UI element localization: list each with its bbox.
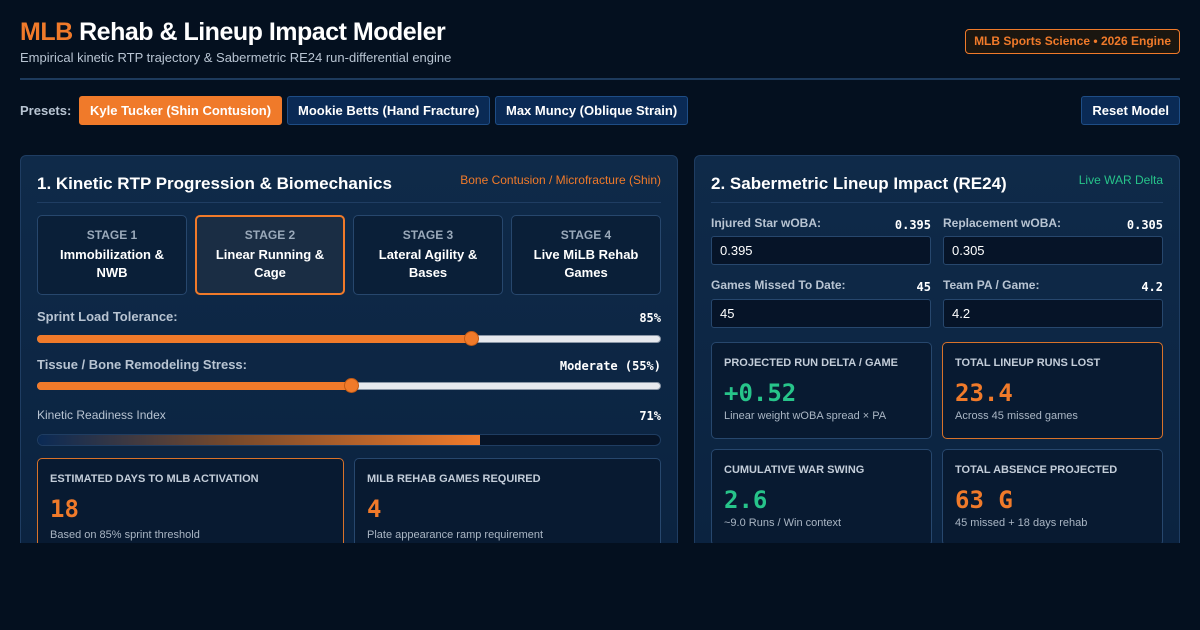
sprint-load-value: 85% bbox=[639, 311, 661, 325]
stage-1-card[interactable]: STAGE 1 Immobilization & NWB bbox=[37, 215, 187, 295]
title-text: Rehab & Lineup Impact Modeler bbox=[79, 18, 446, 46]
runs-lost-value: 23.4 bbox=[955, 379, 1013, 407]
stage-name: Linear Running & Cage bbox=[215, 247, 325, 280]
replacement-woba-input[interactable] bbox=[943, 236, 1163, 265]
injured-woba-label: Injured Star wOBA: bbox=[711, 216, 822, 230]
slider-fill bbox=[37, 382, 351, 390]
team-pa-input[interactable] bbox=[943, 299, 1163, 328]
run-delta-card: PROJECTED RUN DELTA / GAME +0.52 Linear … bbox=[711, 342, 932, 439]
stage-number: STAGE 3 bbox=[402, 228, 454, 242]
card-title: TOTAL ABSENCE PROJECTED bbox=[955, 464, 1118, 476]
sprint-load-label: Sprint Load Tolerance: bbox=[37, 309, 178, 324]
card-note: Based on 85% sprint threshold bbox=[50, 529, 200, 541]
kinetic-panel-title: 1. Kinetic RTP Progression & Biomechanic… bbox=[37, 174, 392, 193]
sprint-load-slider[interactable] bbox=[37, 331, 661, 347]
stage-name: Lateral Agility & Bases bbox=[378, 247, 478, 280]
milb-rehab-games-value: 4 bbox=[367, 495, 382, 523]
lineup-panel: 2. Sabermetric Lineup Impact (RE24) Live… bbox=[694, 155, 1180, 550]
days-to-activation-value: 18 bbox=[50, 495, 79, 523]
total-absence-card: TOTAL ABSENCE PROJECTED 63 G 45 missed +… bbox=[942, 449, 1163, 546]
slider-thumb[interactable] bbox=[343, 378, 359, 393]
readiness-value: 71% bbox=[639, 409, 661, 423]
card-note: Plate appearance ramp requirement bbox=[367, 529, 544, 541]
card-title: TOTAL LINEUP RUNS LOST bbox=[955, 357, 1101, 369]
page-subtitle: Empirical kinetic RTP trajectory & Saber… bbox=[20, 50, 452, 65]
slider-fill bbox=[37, 335, 471, 343]
presets-label: Presets: bbox=[20, 103, 72, 118]
reset-model-button[interactable]: Reset Model bbox=[1081, 96, 1180, 125]
readiness-bar bbox=[37, 434, 661, 446]
card-title: ESTIMATED DAYS TO MLB ACTIVATION bbox=[50, 473, 259, 485]
page-footer-area bbox=[0, 543, 1200, 630]
readiness-fill bbox=[38, 435, 480, 445]
injured-woba-display: 0.395 bbox=[894, 218, 931, 232]
war-swing-card: CUMULATIVE WAR SWING 2.6 ~9.0 Runs / Win… bbox=[711, 449, 932, 546]
page-title: MLB Rehab & Lineup Impact Modeler bbox=[20, 18, 446, 47]
total-absence-value: 63 G bbox=[955, 486, 1013, 514]
card-title: CUMULATIVE WAR SWING bbox=[724, 464, 865, 476]
card-title: PROJECTED RUN DELTA / GAME bbox=[724, 357, 898, 369]
war-swing-value: 2.6 bbox=[724, 486, 768, 514]
presets-bar: Presets: Kyle Tucker (Shin Contusion) Mo… bbox=[20, 96, 1180, 126]
games-missed-label: Games Missed To Date: bbox=[711, 278, 846, 292]
stage-number: STAGE 4 bbox=[560, 228, 612, 242]
slider-thumb[interactable] bbox=[463, 331, 479, 346]
preset-mookie-betts-button[interactable]: Mookie Betts (Hand Fracture) bbox=[287, 96, 491, 125]
page-header: MLB Rehab & Lineup Impact Modeler Empiri… bbox=[20, 16, 1180, 80]
games-missed-display: 45 bbox=[916, 280, 931, 294]
team-pa-display: 4.2 bbox=[1141, 280, 1163, 294]
war-delta-tag: Live WAR Delta bbox=[1078, 173, 1163, 187]
card-note: 45 missed + 18 days rehab bbox=[955, 517, 1088, 529]
stage-4-card[interactable]: STAGE 4 Live MiLB Rehab Games bbox=[511, 215, 661, 295]
replacement-woba-display: 0.305 bbox=[1126, 218, 1163, 232]
preset-kyle-tucker-button[interactable]: Kyle Tucker (Shin Contusion) bbox=[79, 96, 283, 125]
team-pa-label: Team PA / Game: bbox=[943, 278, 1040, 292]
kinetic-panel: 1. Kinetic RTP Progression & Biomechanic… bbox=[20, 155, 678, 550]
lineup-panel-header: 2. Sabermetric Lineup Impact (RE24) Live… bbox=[711, 156, 1163, 203]
card-note: ~9.0 Runs / Win context bbox=[724, 517, 842, 529]
replacement-woba-label: Replacement wOBA: bbox=[943, 216, 1062, 230]
injured-woba-input[interactable] bbox=[711, 236, 931, 265]
card-title: MILB REHAB GAMES REQUIRED bbox=[367, 473, 541, 485]
lineup-panel-title: 2. Sabermetric Lineup Impact (RE24) bbox=[711, 174, 1007, 193]
engine-badge: MLB Sports Science • 2026 Engine bbox=[965, 29, 1180, 54]
readiness-label: Kinetic Readiness Index bbox=[37, 408, 166, 422]
kinetic-panel-header: 1. Kinetic RTP Progression & Biomechanic… bbox=[37, 156, 661, 203]
stage-3-card[interactable]: STAGE 3 Lateral Agility & Bases bbox=[353, 215, 503, 295]
stage-name: Immobilization & NWB bbox=[60, 247, 164, 280]
tissue-stress-label: Tissue / Bone Remodeling Stress: bbox=[37, 357, 247, 372]
run-delta-value: +0.52 bbox=[724, 379, 797, 407]
milb-rehab-games-card: MILB REHAB GAMES REQUIRED 4 Plate appear… bbox=[354, 458, 661, 549]
stage-number: STAGE 2 bbox=[244, 228, 296, 242]
tissue-stress-value: Moderate (55%) bbox=[559, 359, 661, 373]
injury-type-tag: Bone Contusion / Microfracture (Shin) bbox=[460, 173, 661, 187]
brand-mark: MLB bbox=[20, 18, 73, 46]
runs-lost-card: TOTAL LINEUP RUNS LOST 23.4 Across 45 mi… bbox=[942, 342, 1163, 439]
stage-name: Live MiLB Rehab Games bbox=[533, 247, 639, 280]
card-note: Across 45 missed games bbox=[955, 410, 1078, 422]
card-note: Linear weight wOBA spread × PA bbox=[724, 410, 887, 422]
games-missed-input[interactable] bbox=[711, 299, 931, 328]
days-to-activation-card: ESTIMATED DAYS TO MLB ACTIVATION 18 Base… bbox=[37, 458, 344, 549]
stage-number: STAGE 1 bbox=[86, 228, 138, 242]
tissue-stress-slider[interactable] bbox=[37, 378, 661, 394]
preset-max-muncy-button[interactable]: Max Muncy (Oblique Strain) bbox=[495, 96, 689, 125]
stage-2-card[interactable]: STAGE 2 Linear Running & Cage bbox=[195, 215, 345, 295]
